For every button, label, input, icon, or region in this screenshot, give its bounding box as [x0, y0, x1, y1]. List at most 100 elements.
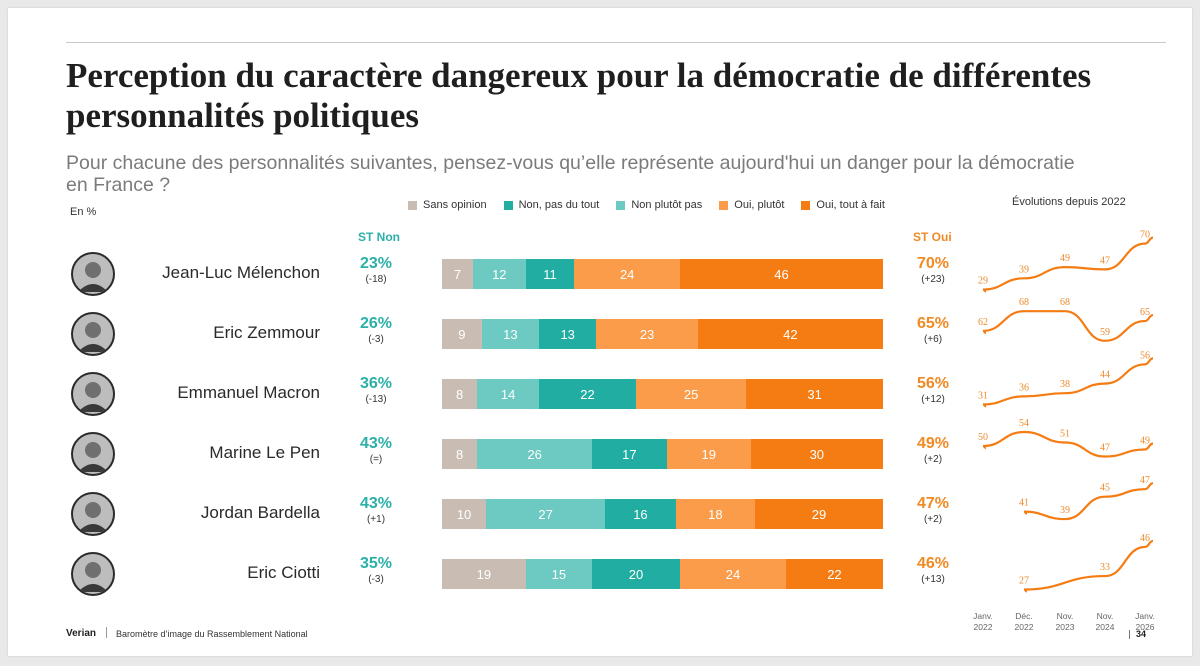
- bar-segment-non-plutot-pas: 12: [472, 259, 526, 289]
- evolution-label: 39: [1019, 264, 1029, 275]
- avatar: [71, 252, 115, 296]
- st-non-percent: 43%: [359, 495, 393, 512]
- evolution-line-eric-zemmour: [982, 310, 1154, 342]
- evolution-label: 49: [1140, 436, 1150, 447]
- evolution-label: 41: [1019, 498, 1029, 509]
- brand-logo: Verian: [66, 628, 97, 639]
- evolution-label: 36: [1019, 382, 1029, 393]
- legend-label: Oui, tout à fait: [816, 199, 885, 211]
- st-non-percent: 43%: [359, 435, 393, 452]
- st-oui-change: (+13): [921, 574, 945, 585]
- evolution-label: 44: [1100, 370, 1110, 381]
- bar-segment-non-plutot-pas: 27: [486, 499, 606, 529]
- person-name: Eric Zemmour: [213, 323, 320, 342]
- avatar: [71, 552, 115, 596]
- evolution-label: 47: [1140, 475, 1150, 486]
- evolution-line-eric-ciotti: [1023, 539, 1154, 593]
- stacked-bar: 10 27 16 18 29: [442, 499, 883, 529]
- st-non-change: (-18): [365, 274, 387, 285]
- person-name: Jordan Bardella: [200, 503, 320, 522]
- legend-item-sans-opinion: Sans opinion: [408, 199, 487, 211]
- bar-segment-oui-tout-a-fait: 42: [697, 319, 883, 349]
- stacked-bar: 9 13 13 23 42: [442, 319, 883, 349]
- bar-segment-oui-plutot: 18: [675, 499, 756, 529]
- evolution-line-jean-luc-melenchon: [982, 236, 1154, 293]
- st-non-percent: 35%: [359, 555, 393, 572]
- bar-segment-non-pas-du-tout: 16: [605, 499, 676, 529]
- st-oui-value: 70% (+23): [913, 255, 953, 285]
- evolution-line-emmanuel-macron: [982, 357, 1154, 408]
- legend-label: Oui, plutôt: [734, 199, 785, 211]
- bar-segment-non-pas-du-tout: 11: [525, 259, 575, 289]
- st-non-percent: 26%: [359, 315, 393, 332]
- st-non-value: 26% (-3): [356, 315, 396, 345]
- unit-label: En %: [70, 206, 97, 218]
- legend-item-non-pas-du-tout: Non, pas du tout: [503, 199, 600, 211]
- st-non-change: (-3): [368, 574, 384, 585]
- st-non-percent: 36%: [359, 375, 393, 392]
- bar-segment-oui-plutot: 19: [666, 439, 751, 469]
- bar-segment-non-plutot-pas: 13: [481, 319, 540, 349]
- stacked-bar: 8 14 22 25 31: [442, 379, 883, 409]
- st-oui-value: 46% (+13): [913, 555, 953, 585]
- footer-divider: [106, 627, 107, 638]
- stacked-bar: 19 15 20 24 22: [442, 559, 883, 589]
- footer-source: Baromètre d’image du Rassemblement Natio…: [116, 629, 308, 639]
- evolution-label: 56: [1140, 350, 1150, 361]
- st-oui-value: 56% (+12): [913, 375, 953, 405]
- bar-segment-non-plutot-pas: 14: [477, 379, 539, 409]
- avatar: [71, 432, 115, 476]
- question-subtitle: Pour chacune des personnalités suivantes…: [66, 152, 1075, 196]
- top-divider: [66, 42, 1166, 43]
- legend-label: Non, pas du tout: [518, 199, 600, 211]
- evolution-x-tick: Janv. 2026: [1135, 611, 1155, 632]
- evolution-label: 68: [1060, 297, 1070, 308]
- evolution-charts: 29 39 49 47 70 62 68 68 59 65 31 36 38 44 56 50 54 51 47 49…: [973, 230, 1155, 632]
- bar-segment-sans-opinion: 7: [442, 259, 473, 289]
- st-non-value: 35% (-3): [356, 555, 396, 585]
- evolution-label: 49: [1060, 253, 1070, 264]
- evolutions-title: Évolutions depuis 2022: [1012, 196, 1126, 208]
- st-non-header: ST Non: [358, 230, 400, 244]
- st-non-value: 23% (-18): [356, 255, 396, 285]
- person-row: Eric Ciotti 35% (-3) 19 15 20 24 22 46% (+13): [8, 546, 1192, 606]
- person-row: Jean-Luc Mélenchon 23% (-18) 7 12 11 24 46 70% (+…: [8, 246, 1192, 306]
- bar-segment-oui-plutot: 25: [636, 379, 747, 409]
- legend-item-oui-plutot: Oui, plutôt: [719, 199, 784, 211]
- bar-segment-non-pas-du-tout: 20: [591, 559, 681, 589]
- st-oui-change: (+2): [923, 514, 943, 525]
- person-name: Emmanuel Macron: [177, 383, 320, 402]
- st-oui-percent: 47%: [916, 495, 950, 512]
- evolution-label: 54: [1019, 418, 1029, 429]
- stacked-bar: 8 26 17 19 30: [442, 439, 883, 469]
- person-name: Jean-Luc Mélenchon: [162, 263, 320, 282]
- st-oui-percent: 70%: [916, 255, 950, 272]
- evolution-label: 50: [978, 432, 988, 443]
- bar-segment-non-pas-du-tout: 17: [591, 439, 667, 469]
- evolution-label: 70: [1140, 230, 1150, 241]
- bar-segment-oui-tout-a-fait: 46: [680, 259, 883, 289]
- bar-segment-non-plutot-pas: 26: [477, 439, 592, 469]
- st-non-change: (-3): [368, 334, 384, 345]
- st-oui-change: (+6): [923, 334, 943, 345]
- evolution-x-tick: Janv. 2022: [973, 611, 993, 632]
- st-oui-change: (+2): [923, 454, 943, 465]
- st-non-value: 36% (-13): [356, 375, 396, 405]
- legend-item-oui-tout-a-fait: Oui, tout à fait: [801, 199, 885, 211]
- st-oui-value: 65% (+6): [913, 315, 953, 345]
- evolution-label: 46: [1140, 533, 1150, 544]
- bar-segment-oui-tout-a-fait: 29: [755, 499, 883, 529]
- st-non-value: 43% (+1): [356, 495, 396, 525]
- page-title: Perception du caractère dangereux pour l…: [66, 56, 1092, 135]
- bar-segment-oui-tout-a-fait: 30: [750, 439, 883, 469]
- bar-segment-sans-opinion: 9: [442, 319, 482, 349]
- stacked-bar: 7 12 11 24 46: [442, 259, 883, 289]
- legend-swatch: [408, 200, 417, 210]
- st-oui-change: (+12): [921, 394, 945, 405]
- avatar: [71, 312, 115, 356]
- bar-segment-sans-opinion: 8: [442, 439, 478, 469]
- st-non-percent: 23%: [359, 255, 393, 272]
- st-oui-percent: 56%: [916, 375, 950, 392]
- bar-segment-non-pas-du-tout: 22: [539, 379, 637, 409]
- page-divider: [1129, 630, 1130, 639]
